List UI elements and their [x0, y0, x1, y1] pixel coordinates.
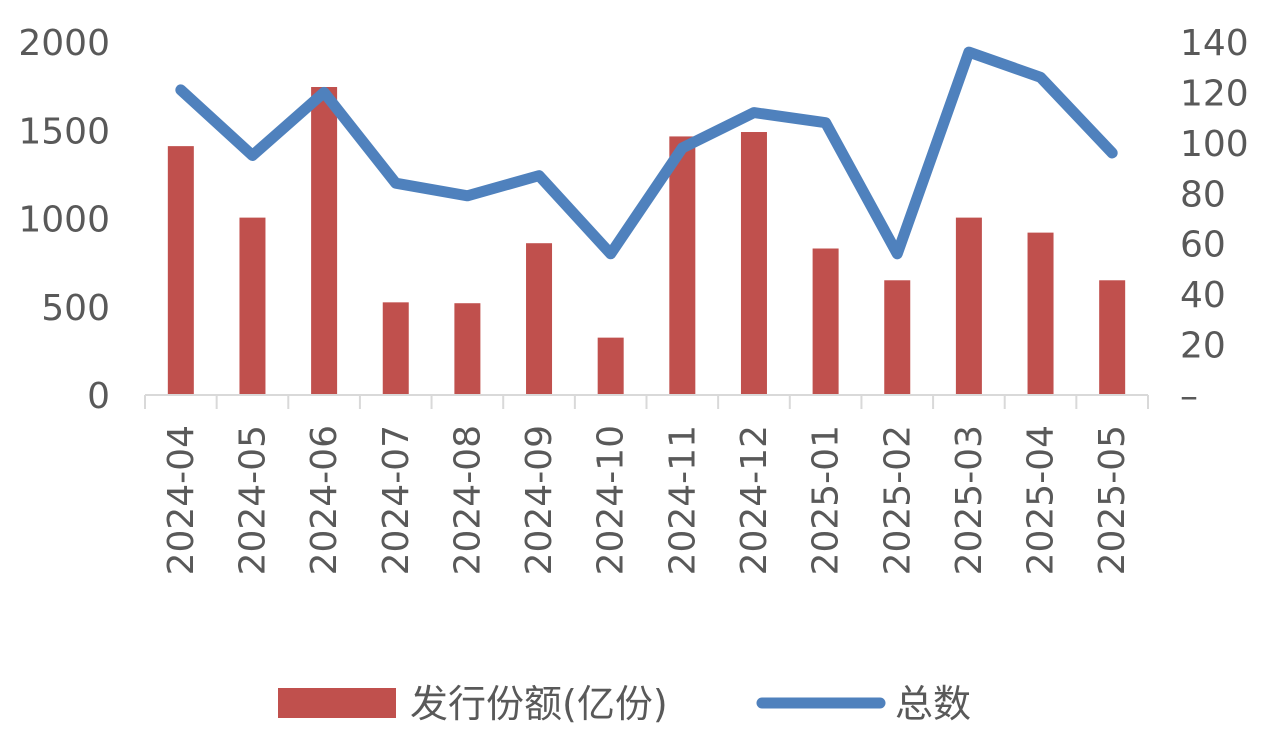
right-tick-label: 80: [1180, 174, 1226, 215]
legend-label-line: 总数: [895, 682, 971, 726]
bar: [1099, 280, 1126, 395]
left-tick-label: 1000: [18, 200, 110, 241]
x-tick-label: 2025-04: [1021, 425, 1062, 575]
x-tick-label: 2025-01: [806, 425, 847, 575]
left-tick-label: 500: [41, 288, 110, 329]
left-axis-ticks: 0 500 1000 1500 2000: [18, 23, 110, 417]
bar: [884, 280, 911, 395]
bar: [311, 87, 338, 395]
x-axis-ticks: [144, 395, 1149, 409]
x-tick-label: 2025-03: [949, 425, 990, 575]
bar: [454, 303, 481, 395]
left-tick-label: 2000: [18, 23, 110, 64]
right-tick-label: 100: [1180, 124, 1249, 165]
bar: [669, 136, 696, 396]
bar: [1027, 232, 1054, 395]
x-tick-label: 2024-04: [161, 425, 202, 575]
legend-swatch-bars: [278, 688, 396, 718]
bar: [812, 248, 839, 395]
bar: [167, 146, 194, 395]
bar: [740, 132, 767, 395]
right-axis-ticks: – 20 40 60 80 100 120 140: [1180, 23, 1249, 417]
x-tick-label: 2024-08: [447, 425, 488, 575]
x-tick-label: 2024-09: [519, 425, 560, 575]
bar-series: [167, 87, 1126, 396]
x-axis-labels: 2024-04 2024-05 2024-06 2024-07 2024-08 2024-…: [161, 425, 1133, 575]
right-tick-label: 60: [1180, 225, 1226, 266]
right-tick-label: 120: [1180, 73, 1249, 114]
bar: [526, 243, 553, 395]
x-tick-label: 2025-05: [1092, 425, 1133, 575]
x-tick-label: 2025-02: [877, 425, 918, 575]
right-tick-label: –: [1180, 376, 1198, 417]
left-tick-label: 0: [87, 376, 110, 417]
line-series: [175, 46, 1118, 260]
legend-label-bars: 发行份额(亿份): [410, 682, 668, 726]
x-tick-label: 2024-12: [734, 425, 775, 575]
right-tick-label: 40: [1180, 275, 1226, 316]
x-tick-label: 2024-05: [232, 425, 273, 575]
x-tick-label: 2024-07: [376, 425, 417, 575]
bar: [239, 217, 266, 395]
left-tick-label: 1500: [18, 111, 110, 152]
bar: [382, 302, 409, 395]
x-tick-label: 2024-11: [662, 425, 703, 575]
bar: [597, 337, 624, 395]
x-tick-label: 2024-06: [304, 425, 345, 575]
bar: [955, 217, 982, 395]
x-tick-label: 2024-10: [591, 425, 632, 575]
legend: 发行份额(亿份) 总数: [278, 682, 971, 726]
series-line: [175, 46, 1118, 260]
right-tick-label: 20: [1180, 326, 1226, 367]
right-tick-label: 140: [1180, 23, 1249, 64]
